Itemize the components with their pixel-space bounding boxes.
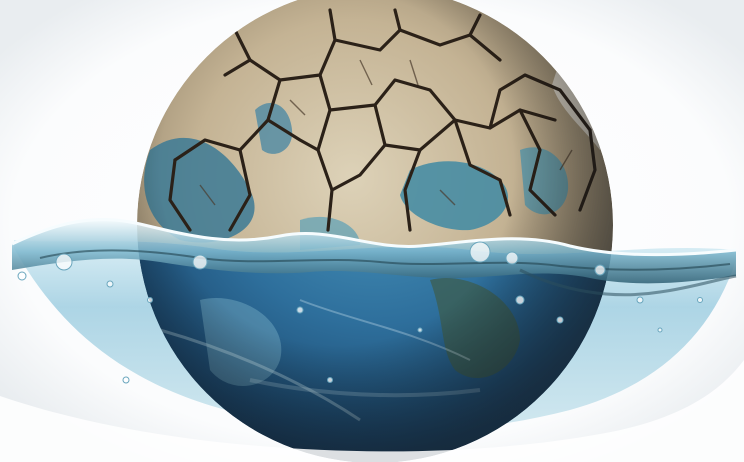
bottom-fade	[0, 360, 744, 462]
bubbles	[17, 241, 703, 384]
water-wave	[11, 218, 737, 297]
globe	[137, 0, 613, 462]
